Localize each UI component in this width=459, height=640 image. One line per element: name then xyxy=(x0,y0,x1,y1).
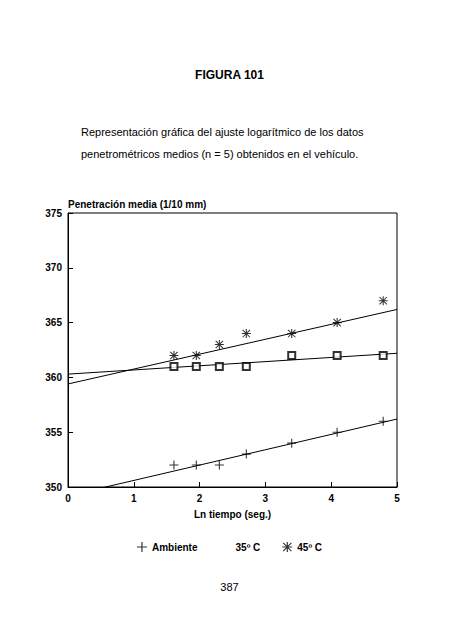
svg-text:3: 3 xyxy=(263,493,269,504)
svg-text:penetrométricos medios (n = 5): penetrométricos medios (n = 5) obtenidos… xyxy=(81,148,358,160)
svg-text:375: 375 xyxy=(45,208,62,219)
svg-text:350: 350 xyxy=(45,482,62,493)
svg-text:45º C: 45º C xyxy=(297,542,322,553)
svg-text:365: 365 xyxy=(45,317,62,328)
svg-text:35º C: 35º C xyxy=(236,542,261,553)
svg-text:5: 5 xyxy=(394,493,400,504)
svg-text:Representación gráfica del aju: Representación gráfica del ajuste logarí… xyxy=(81,126,367,138)
svg-text:FIGURA 101: FIGURA 101 xyxy=(195,68,264,82)
svg-text:1: 1 xyxy=(131,493,137,504)
svg-text:Penetración media (1/10 mm): Penetración media (1/10 mm) xyxy=(68,199,206,210)
svg-text:2: 2 xyxy=(197,493,203,504)
svg-text:0: 0 xyxy=(65,493,71,504)
svg-text:Ln tiempo (seg.): Ln tiempo (seg.) xyxy=(194,509,271,520)
svg-text:4: 4 xyxy=(328,493,334,504)
svg-text:Ambiente: Ambiente xyxy=(152,542,198,553)
svg-text:370: 370 xyxy=(45,262,62,273)
svg-text:387: 387 xyxy=(220,581,238,593)
svg-text:360: 360 xyxy=(45,372,62,383)
svg-text:355: 355 xyxy=(45,427,62,438)
